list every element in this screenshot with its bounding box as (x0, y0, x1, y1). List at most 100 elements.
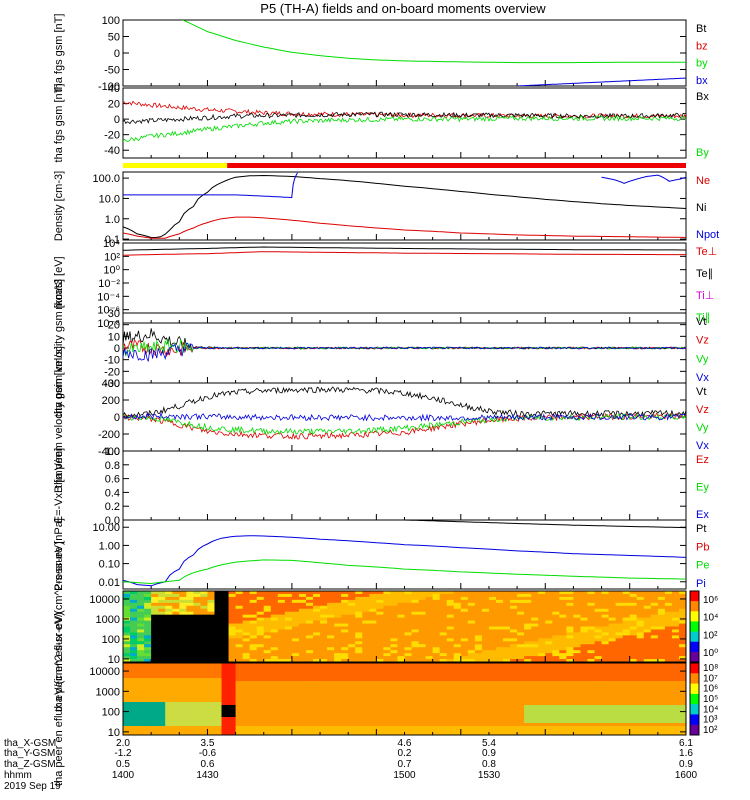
heatmap-cell (355, 638, 363, 642)
heatmap-cell (200, 705, 209, 709)
heatmap-cell (517, 596, 525, 601)
heatmap-cell (305, 620, 314, 625)
heatmap-cell (552, 708, 560, 712)
colorbar-tick-label: 10⁵ (703, 694, 718, 705)
heatmap-cell (179, 717, 187, 721)
heatmap-cell (165, 720, 173, 724)
heatmap-cell (636, 672, 645, 676)
heatmap-cell (432, 653, 441, 657)
heatmap-cell (601, 653, 610, 657)
heatmap-cell (460, 720, 469, 724)
heatmap-cell (341, 666, 349, 670)
heatmap-cell (221, 714, 230, 718)
heatmap-cell (144, 644, 152, 648)
heatmap-cell (573, 653, 582, 657)
heatmap-cell (130, 635, 138, 639)
heatmap-cell (123, 693, 131, 697)
heatmap-cell (327, 617, 335, 622)
heatmap-cell (172, 717, 180, 721)
heatmap-cell (277, 629, 286, 634)
heatmap-cell (678, 726, 686, 730)
heatmap-cell (228, 711, 237, 715)
heatmap-cell (573, 635, 582, 639)
heatmap-cell (495, 699, 504, 703)
heatmap-cell (137, 711, 145, 715)
heatmap-cell (418, 629, 427, 634)
heatmap-cell (488, 635, 497, 639)
heatmap-cell (313, 705, 321, 709)
heatmap-cell (327, 596, 335, 601)
heatmap-cell (594, 623, 603, 628)
heatmap-cell (277, 650, 286, 654)
heatmap-cell (221, 729, 230, 733)
heatmap-cell (397, 638, 406, 642)
heatmap-cell (369, 678, 377, 682)
heatmap-cell (235, 696, 244, 700)
heatmap-cell (355, 726, 363, 730)
heatmap-cell (242, 626, 251, 631)
heatmap-cell (580, 591, 589, 595)
heatmap-cell (418, 626, 427, 631)
heatmap-cell (277, 632, 286, 636)
heatmap-cell (305, 705, 314, 709)
heatmap-cell (193, 729, 202, 733)
heatmap-cell (439, 617, 448, 622)
heatmap-cell (369, 632, 377, 636)
heatmap-cell (446, 699, 455, 703)
heatmap-cell (291, 653, 300, 657)
heatmap-cell (165, 666, 173, 670)
heatmap-cell (270, 626, 279, 631)
heatmap-cell (587, 605, 596, 610)
heatmap-cell (573, 608, 582, 613)
heatmap-cell (636, 732, 645, 735)
heatmap-cell (467, 690, 476, 694)
heatmap-cell (144, 681, 152, 685)
heatmap-cell (123, 659, 131, 662)
heatmap-cell (488, 623, 497, 628)
heatmap-cell (545, 687, 553, 691)
heatmap-cell (531, 638, 539, 642)
heatmap-cell (207, 602, 216, 607)
heatmap-cell (594, 602, 603, 607)
heatmap-cell (298, 593, 307, 598)
heatmap-cell (460, 696, 469, 700)
heatmap-cell (622, 711, 631, 715)
heatmap-cell (664, 629, 673, 634)
heatmap-cell (488, 726, 497, 730)
heatmap-cell (678, 629, 686, 634)
heatmap-cell (615, 599, 624, 604)
heatmap-cell (418, 708, 427, 712)
heatmap-cell (425, 726, 434, 730)
heatmap-cell (200, 684, 209, 688)
heatmap-cell (151, 626, 159, 631)
heatmap-cell (228, 635, 237, 639)
heatmap-cell (503, 678, 511, 682)
heatmap-cell (481, 623, 490, 628)
heatmap-cell (446, 608, 455, 613)
heatmap-cell (664, 647, 673, 651)
heatmap-cell (207, 684, 216, 688)
heatmap-cell (481, 620, 490, 625)
heatmap-cell (580, 684, 589, 688)
heatmap-cell (404, 717, 413, 721)
heatmap-cell (495, 629, 504, 634)
heatmap-cell (495, 696, 504, 700)
heatmap-cell (263, 591, 272, 595)
heatmap-cell (439, 638, 448, 642)
heatmap-cell (650, 702, 659, 706)
heatmap-cell (242, 617, 251, 622)
legend-label: Vy (696, 353, 709, 365)
heatmap-cell (123, 687, 131, 691)
heatmap-cell (151, 647, 159, 651)
heatmap-cell (411, 687, 420, 691)
heatmap-cell (334, 626, 342, 631)
heatmap-cell (158, 591, 166, 595)
heatmap-cell (671, 647, 680, 651)
heatmap-cell (510, 672, 518, 676)
heatmap-cell (270, 699, 279, 703)
heatmap-cell (446, 620, 455, 625)
heatmap-cell (467, 723, 476, 727)
heatmap-cell (460, 605, 469, 610)
heatmap-cell (193, 696, 202, 700)
heatmap-cell (538, 705, 546, 709)
